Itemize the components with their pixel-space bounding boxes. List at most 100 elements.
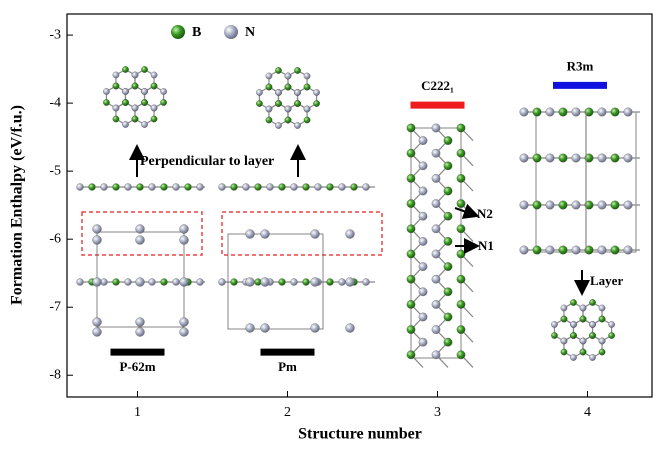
- atom: [561, 316, 567, 322]
- atom: [457, 225, 465, 233]
- atom: [122, 88, 128, 94]
- atom: [432, 325, 440, 333]
- atom: [285, 84, 291, 90]
- atom: [419, 237, 427, 245]
- annotation: Layer: [590, 273, 623, 288]
- atom: [311, 324, 320, 333]
- atom: [125, 279, 132, 286]
- atom: [444, 237, 452, 245]
- atom: [432, 174, 440, 182]
- atom: [457, 199, 465, 207]
- atom: [291, 279, 298, 286]
- atom: [363, 279, 370, 286]
- annotation: Perpendicular to layer: [140, 154, 274, 169]
- atom: [93, 328, 102, 337]
- atom: [132, 83, 138, 89]
- atom: [93, 278, 102, 287]
- atom: [197, 279, 204, 286]
- atom: [546, 246, 555, 255]
- atom: [599, 338, 605, 344]
- atom: [339, 279, 346, 286]
- atom: [151, 83, 157, 89]
- atom: [261, 278, 270, 287]
- atom: [113, 184, 120, 191]
- atom: [275, 100, 281, 106]
- atom: [285, 73, 291, 79]
- atom: [89, 184, 96, 191]
- atom: [572, 154, 581, 163]
- atom: [432, 225, 440, 233]
- atom: [197, 184, 204, 191]
- atom: [598, 246, 607, 255]
- atom: [432, 124, 440, 132]
- atom: [551, 332, 557, 338]
- atom: [161, 184, 168, 191]
- atom: [457, 250, 465, 258]
- atom: [161, 279, 168, 286]
- atom: [285, 117, 291, 123]
- atom: [180, 328, 189, 337]
- atom: [559, 108, 568, 117]
- atom: [457, 149, 465, 157]
- atom: [419, 313, 427, 321]
- atom: [266, 117, 272, 123]
- y-tick-label: -7: [49, 299, 61, 314]
- atom: [231, 184, 238, 191]
- atom: [444, 288, 452, 296]
- y-tick-label: -3: [49, 27, 61, 42]
- atom: [546, 108, 555, 117]
- atom: [279, 184, 286, 191]
- atom: [432, 351, 440, 359]
- atom: [432, 275, 440, 283]
- atom: [141, 99, 147, 105]
- atom: [407, 300, 415, 308]
- atom: [589, 321, 595, 327]
- annotation: N2: [477, 206, 493, 221]
- atom: [294, 67, 300, 73]
- y-tick-label: -4: [49, 95, 61, 110]
- atom: [246, 230, 255, 239]
- atom: [77, 279, 84, 286]
- atom: [611, 154, 620, 163]
- atom: [311, 230, 320, 239]
- atom: [141, 121, 147, 127]
- atom: [432, 149, 440, 157]
- atom: [572, 246, 581, 255]
- atom: [608, 332, 614, 338]
- y-axis-label: Formation Enthalpy (eV/f.u.): [9, 105, 26, 305]
- atom: [266, 73, 272, 79]
- atom: [304, 84, 310, 90]
- atom: [219, 184, 226, 191]
- atom: [346, 230, 355, 239]
- atom: [151, 105, 157, 111]
- atom: [561, 338, 567, 344]
- atom: [173, 279, 180, 286]
- atom: [113, 116, 119, 122]
- atom: [599, 316, 605, 322]
- atom: [407, 275, 415, 283]
- atom: [255, 184, 262, 191]
- atom: [624, 154, 633, 163]
- atom: [580, 349, 586, 355]
- atom: [533, 201, 542, 210]
- atom: [444, 338, 452, 346]
- atom: [533, 108, 542, 117]
- atom: [315, 184, 322, 191]
- atom: [611, 108, 620, 117]
- atom: [570, 354, 576, 360]
- atom: [303, 184, 310, 191]
- atom: [520, 154, 529, 163]
- atom: [570, 321, 576, 327]
- atom: [551, 321, 557, 327]
- atom: [231, 279, 238, 286]
- atom: [457, 275, 465, 283]
- x-tick-label: 1: [134, 405, 141, 420]
- atom: [101, 184, 108, 191]
- atom: [419, 338, 427, 346]
- atom: [546, 154, 555, 163]
- atom: [180, 278, 189, 287]
- atom: [520, 108, 529, 117]
- atom: [136, 328, 145, 337]
- atom: [256, 100, 262, 106]
- atom: [267, 184, 274, 191]
